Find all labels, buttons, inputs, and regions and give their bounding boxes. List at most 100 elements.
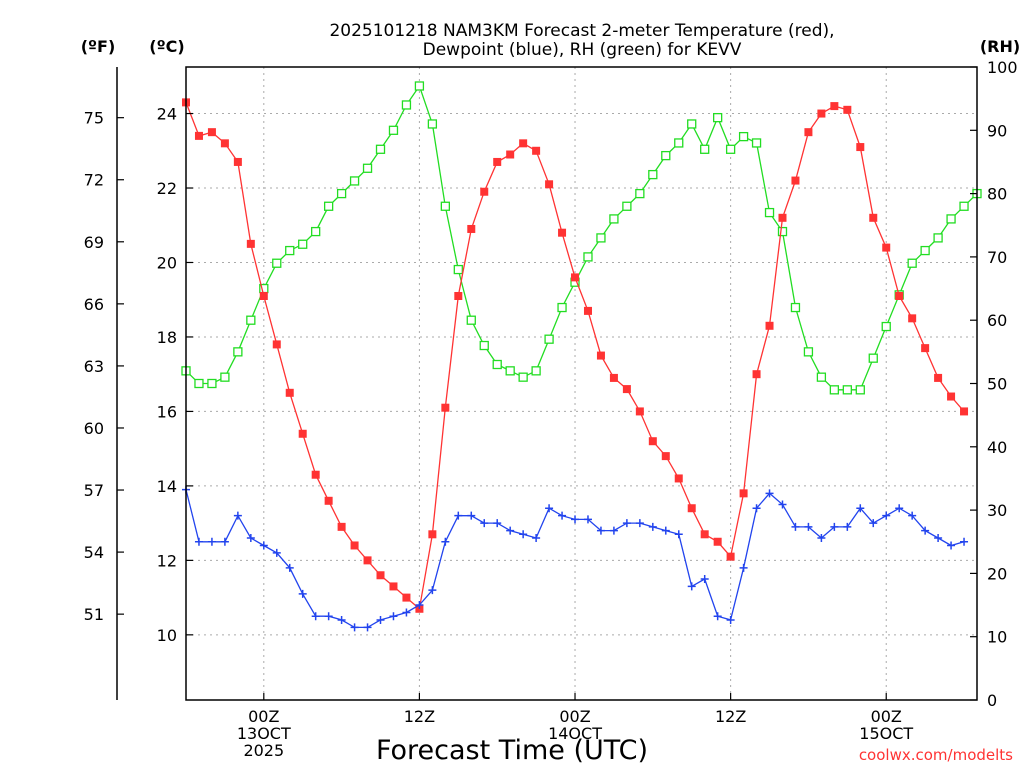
rh-tick-label: 30: [987, 501, 1007, 520]
rh-point: [764, 207, 775, 218]
rh-point: [738, 131, 749, 142]
temperature-point: [194, 131, 203, 140]
fahrenheit-tick-label: 60: [84, 419, 104, 438]
celsius-axis: 10 12 14 16 18 20 22 24: [157, 105, 193, 645]
temperature-point: [428, 530, 437, 539]
dewpoint-point: [363, 623, 372, 632]
fahrenheit-unit-label: (ºF): [81, 37, 116, 56]
dewpoint-point: [272, 548, 281, 557]
temperature-point: [207, 128, 216, 137]
rh-point: [388, 125, 399, 135]
rh-point: [479, 340, 489, 351]
rh-point: [220, 372, 230, 382]
rh-point: [596, 233, 606, 243]
temperature-point: [519, 139, 528, 148]
temperature-point: [571, 273, 580, 282]
dewpoint-point: [337, 615, 346, 624]
temperature-point: [752, 370, 761, 379]
time-tick-label: 00Z: [559, 707, 590, 726]
chart-title: 2025101218 NAM3KM Forecast 2-meter Tempe…: [329, 21, 834, 41]
dewpoint-point: [687, 582, 696, 591]
temperature-point: [908, 314, 917, 323]
temperature-point: [687, 504, 696, 513]
dewpoint-point: [778, 500, 787, 509]
dewpoint-point: [843, 522, 852, 531]
fahrenheit-tick-label: 69: [84, 233, 104, 252]
temperature-point: [259, 291, 268, 300]
temperature-point: [272, 340, 281, 349]
dewpoint-point: [596, 526, 605, 535]
rh-point: [362, 163, 373, 173]
celsius-tick-label: 16: [157, 402, 177, 421]
temperature-point: [869, 213, 878, 222]
rh-point: [907, 258, 917, 268]
dewpoint-point: [947, 541, 956, 550]
temperature-point: [441, 403, 450, 412]
dewpoint-point: [609, 526, 618, 535]
rh-point: [920, 245, 930, 256]
temperature-point: [726, 552, 735, 561]
rh-point: [298, 239, 308, 249]
temperature-point: [233, 157, 242, 166]
rh-point: [375, 144, 386, 154]
dewpoint-point: [817, 534, 826, 543]
rh-point: [816, 372, 827, 382]
dewpoint-point: [454, 511, 463, 520]
temperature-point: [220, 139, 229, 148]
dewpoint-point: [506, 526, 515, 535]
rh-point: [518, 372, 528, 382]
rh-point: [285, 245, 295, 256]
dewpoint-point: [882, 511, 891, 520]
rh-tick-label: 40: [987, 438, 1007, 457]
temperature-point: [285, 388, 294, 397]
celsius-tick-label: 18: [157, 328, 177, 347]
rh-point: [440, 201, 450, 211]
time-tick-label: 00Z: [871, 707, 902, 726]
dewpoint-point: [934, 534, 943, 543]
time-tick-label: 15OCT: [859, 724, 913, 743]
rh-point: [323, 201, 334, 211]
fahrenheit-tick-label: 72: [84, 171, 104, 190]
dewpoint-point: [402, 608, 411, 617]
rh-tick-label: 70: [987, 248, 1007, 267]
temperature-point: [402, 593, 411, 602]
temperature-point: [960, 407, 969, 416]
rh-point: [272, 258, 282, 268]
dewpoint-point: [752, 504, 761, 513]
temperature-point: [376, 571, 385, 580]
rh-point: [427, 119, 438, 129]
rh-point: [959, 201, 969, 211]
dewpoint-point: [739, 563, 748, 572]
dewpoint-point: [960, 537, 969, 546]
celsius-tick-label: 20: [157, 253, 177, 272]
dewpoint-point: [389, 612, 398, 621]
rh-point: [777, 226, 788, 237]
temperature-point: [739, 489, 748, 498]
rh-point: [648, 169, 658, 180]
series-layer: [181, 81, 982, 632]
rh-point: [687, 119, 697, 129]
dewpoint-point: [635, 519, 644, 528]
dewpoint-point: [856, 504, 865, 513]
temperature-point: [454, 291, 463, 300]
dewpoint-point: [207, 537, 216, 546]
rh-point: [544, 334, 554, 344]
time-tick-label: 13OCT: [237, 724, 291, 743]
rh-point: [349, 176, 360, 186]
rh-point: [311, 226, 321, 237]
dewpoint-point: [674, 530, 683, 539]
fahrenheit-tick-label: 57: [84, 481, 104, 500]
temperature-point: [246, 239, 255, 248]
temperature-point: [882, 243, 891, 252]
dewpoint-point: [298, 589, 307, 598]
dewpoint-point: [583, 515, 592, 524]
temperature-point: [622, 385, 631, 394]
chart-subtitle: Dewpoint (blue), RH (green) for KEVV: [423, 40, 742, 60]
celsius-unit-label: (ºC): [149, 37, 184, 56]
temperature-point: [765, 321, 774, 330]
temperature-point: [545, 180, 554, 189]
temperature-point: [817, 109, 826, 118]
rh-tick-label: 100: [987, 58, 1018, 77]
rh-point: [583, 252, 593, 262]
